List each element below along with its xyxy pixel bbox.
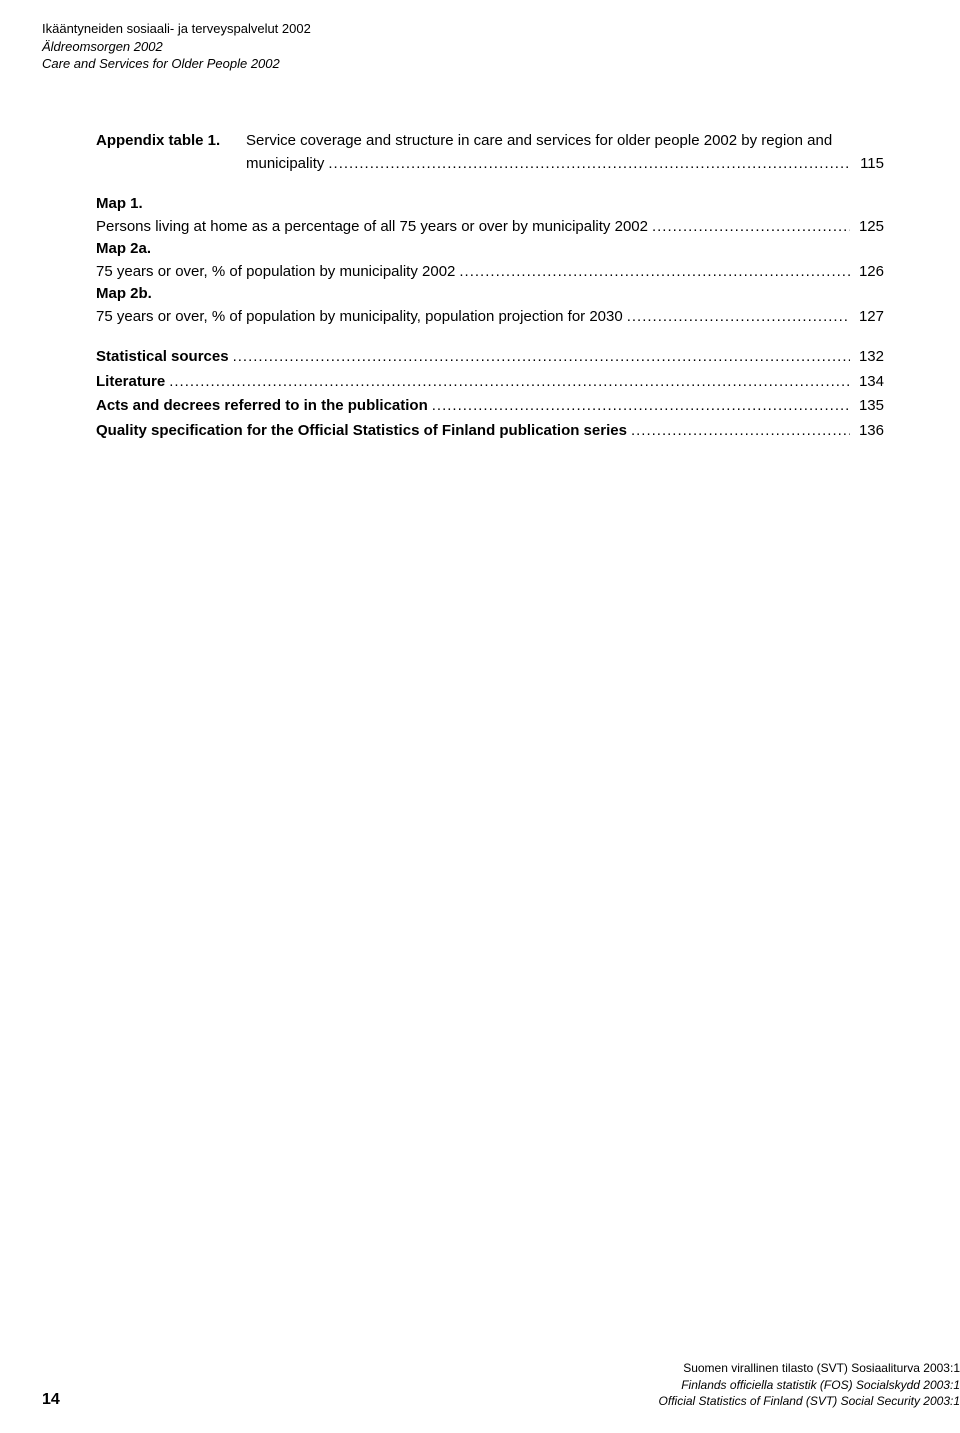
toc-leader: [229, 346, 850, 369]
toc-leader: [428, 395, 850, 418]
page-number: 14: [42, 1391, 60, 1409]
toc-map-desc: Persons living at home as a percentage o…: [96, 216, 648, 239]
running-header: Ikääntyneiden sosiaali- ja terveyspalvel…: [42, 20, 311, 73]
header-line-sv: Äldreomsorgen 2002: [42, 38, 311, 56]
footer-credits: Suomen virallinen tilasto (SVT) Sosiaali…: [659, 1360, 960, 1409]
header-line-en: Care and Services for Older People 2002: [42, 55, 311, 73]
toc-section-row: Acts and decrees referred to in the publ…: [96, 395, 884, 418]
toc-leader: [165, 371, 850, 394]
toc-map-page: 126: [850, 261, 884, 284]
toc-map-label: Map 2a.: [96, 240, 151, 257]
toc-appendix-block: Appendix table 1. Service coverage and s…: [96, 130, 884, 175]
toc-section-row: Statistical sources 132: [96, 346, 884, 369]
toc-map-desc: 75 years or over, % of population by mun…: [96, 306, 623, 329]
page-footer: 14 Suomen virallinen tilasto (SVT) Sosia…: [42, 1360, 960, 1409]
toc-appendix-page: 115: [850, 153, 884, 176]
toc-section-page: 135: [850, 395, 884, 418]
toc-map-row: Map 2b. 75 years or over, % of populatio…: [96, 283, 884, 328]
toc-section-row: Literature 134: [96, 371, 884, 394]
toc-sections-block: Statistical sources 132 Literature 134 A…: [96, 346, 884, 442]
toc-map-label: Map 2b.: [96, 285, 152, 302]
toc-section-label: Acts and decrees referred to in the publ…: [96, 395, 428, 418]
toc-maps-block: Map 1. Persons living at home as a perce…: [96, 193, 884, 328]
toc-section-page: 134: [850, 371, 884, 394]
toc-section-row: Quality specification for the Official S…: [96, 420, 884, 443]
toc-appendix-row1: Appendix table 1. Service coverage and s…: [96, 130, 884, 153]
footer-line-sv: Finlands officiella statistik (FOS) Soci…: [659, 1377, 960, 1393]
table-of-contents: Appendix table 1. Service coverage and s…: [96, 130, 884, 460]
footer-line-fi: Suomen virallinen tilasto (SVT) Sosiaali…: [659, 1360, 960, 1376]
toc-leader: [627, 420, 850, 443]
toc-leader: [623, 306, 850, 329]
toc-map-page: 125: [850, 216, 884, 239]
header-line-fi: Ikääntyneiden sosiaali- ja terveyspalvel…: [42, 20, 311, 38]
toc-section-label: Statistical sources: [96, 346, 229, 369]
toc-leader: [324, 153, 850, 176]
toc-map-row: Map 1. Persons living at home as a perce…: [96, 193, 884, 238]
toc-map-label: Map 1.: [96, 195, 143, 212]
toc-map-desc: 75 years or over, % of population by mun…: [96, 261, 455, 284]
toc-section-page: 136: [850, 420, 884, 443]
toc-appendix-row2: municipality 115: [96, 153, 884, 176]
toc-leader: [455, 261, 850, 284]
toc-appendix-label: Appendix table 1.: [96, 130, 246, 153]
toc-section-page: 132: [850, 346, 884, 369]
toc-appendix-desc-line2: municipality: [246, 153, 324, 176]
toc-appendix-desc-line1: Service coverage and structure in care a…: [246, 130, 884, 153]
toc-map-row: Map 2a. 75 years or over, % of populatio…: [96, 238, 884, 283]
toc-leader: [648, 216, 850, 239]
footer-line-en: Official Statistics of Finland (SVT) Soc…: [659, 1393, 960, 1409]
toc-map-page: 127: [850, 306, 884, 329]
toc-section-label: Quality specification for the Official S…: [96, 420, 627, 443]
toc-section-label: Literature: [96, 371, 165, 394]
